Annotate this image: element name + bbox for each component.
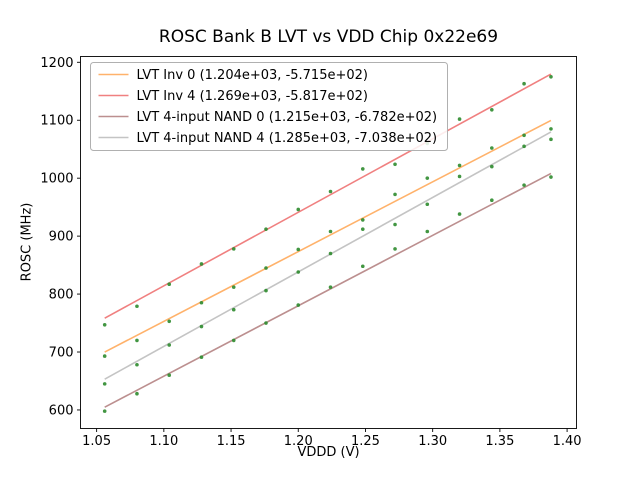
scatter-point [135, 304, 139, 309]
scatter-point [549, 137, 553, 142]
x-axis-label: VDDD (V) [297, 445, 360, 460]
x-tick-label: 1.05 [82, 434, 111, 449]
scatter-point [360, 167, 365, 171]
scatter-point [328, 189, 333, 194]
y-tick-label: 1200 [40, 56, 73, 71]
scatter-point [457, 212, 462, 216]
scatter-point [264, 288, 268, 293]
legend-label: LVT 4-input NAND 0 (1.215e+03, -6.782e+0… [137, 110, 438, 125]
scatter-point [102, 354, 107, 358]
scatter-point [328, 229, 333, 234]
scatter-point [167, 319, 172, 324]
x-tick-label: 1.30 [418, 434, 447, 449]
legend-label: LVT Inv 4 (1.269e+03, -5.817e+02) [137, 89, 368, 104]
fit-line [104, 172, 552, 408]
x-tick-label: 1.10 [149, 434, 178, 449]
scatter-point [425, 202, 430, 207]
scatter-point [296, 303, 301, 307]
scatter-point [264, 266, 268, 270]
fit-line [104, 119, 552, 353]
scatter-point [199, 355, 204, 360]
scatter-point [393, 222, 397, 227]
scatter-point [490, 108, 494, 112]
scatter-point [328, 285, 333, 289]
scatter-point [296, 270, 301, 274]
chart-title: ROSC Bank B LVT vs VDD Chip 0x22e69 [158, 27, 499, 47]
scatter-point [457, 163, 462, 168]
y-axis-label: ROSC (MHz) [19, 202, 35, 282]
x-tick-label: 1.25 [351, 434, 380, 449]
scatter-point [102, 409, 107, 413]
axes-frame [80, 56, 577, 429]
scatter-point [199, 262, 204, 266]
scatter-point [360, 264, 365, 269]
legend: LVT Inv 0 (1.204e+03, -5.715e+02) LVT Inv… [90, 62, 448, 151]
scatter-point [393, 192, 397, 197]
scatter-point [490, 146, 494, 150]
scatter-point [102, 322, 107, 327]
legend-label: LVT Inv 0 (1.204e+03, -5.715e+02) [137, 68, 368, 83]
scatter-point [135, 391, 139, 396]
scatter-point [231, 307, 236, 312]
scatter-point [522, 144, 526, 149]
legend-item: LVT Inv 4 (1.269e+03, -5.817e+02) [98, 89, 368, 104]
scatter-point [167, 373, 172, 377]
scatter-point [549, 127, 553, 131]
x-tick-label: 1.20 [284, 434, 313, 449]
scatter-point [425, 229, 430, 234]
y-tick-label: 700 [49, 346, 74, 361]
x-tick-label: 1.40 [553, 434, 582, 449]
legend-item: LVT Inv 0 (1.204e+03, -5.715e+02) [98, 68, 368, 83]
scatter-point [167, 343, 172, 347]
scatter-point [457, 117, 462, 121]
scatter-point [135, 362, 139, 367]
scatter-point [425, 176, 430, 180]
y-tick-label: 800 [49, 288, 74, 303]
y-tick-label: 1100 [40, 114, 73, 129]
scatter-point [296, 207, 301, 212]
x-tick-label: 1.15 [217, 434, 246, 449]
scatter-point [490, 164, 494, 169]
scatter-point [231, 338, 236, 343]
scatter-point [457, 174, 462, 179]
fit-line [104, 73, 552, 319]
scatter-point [393, 162, 397, 167]
scatter-point [490, 198, 494, 203]
scatter-point [102, 382, 107, 386]
scatter-point [393, 247, 397, 251]
y-tick-label: 900 [49, 230, 74, 245]
scatter-point [360, 227, 365, 231]
scatter-point [296, 247, 301, 252]
scatter-point [522, 133, 526, 138]
scatter-point [264, 321, 268, 325]
fit-line [104, 131, 552, 380]
scatter-point [522, 183, 526, 187]
legend-frame [90, 62, 448, 151]
scatter-point [549, 74, 553, 79]
scatter-point [328, 251, 333, 256]
scatter-point [522, 81, 526, 86]
scatter-point [199, 300, 204, 305]
scatter-point [199, 324, 204, 329]
scatter-point [231, 247, 236, 251]
scatter-point [135, 338, 139, 343]
legend-label: LVT 4-input NAND 4 (1.285e+03, -7.038e+0… [137, 131, 438, 146]
legend-item: LVT 4-input NAND 0 (1.215e+03, -6.782e+0… [98, 110, 438, 125]
scatter-point [360, 218, 365, 222]
scatter-point [231, 285, 236, 289]
y-tick-label: 600 [49, 403, 74, 418]
scatter-point [167, 282, 172, 287]
y-tick-label: 1000 [40, 172, 73, 187]
scatter-point [549, 175, 553, 179]
x-tick-label: 1.35 [485, 434, 514, 449]
legend-item: LVT 4-input NAND 4 (1.285e+03, -7.038e+0… [98, 131, 438, 146]
scatter-point [264, 227, 268, 231]
